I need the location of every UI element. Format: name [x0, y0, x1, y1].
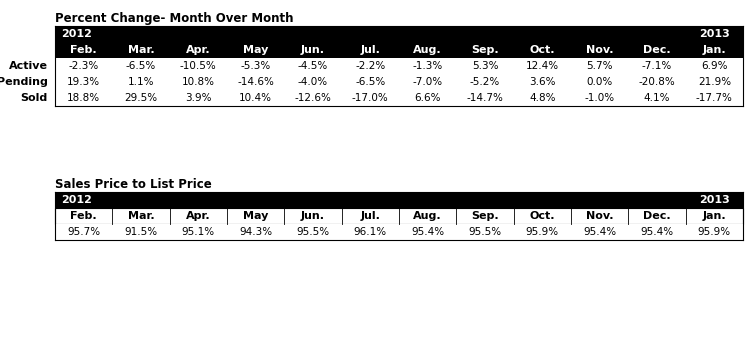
Text: 10.8%: 10.8%: [182, 77, 215, 87]
Text: 91.5%: 91.5%: [124, 227, 158, 237]
Text: -1.3%: -1.3%: [413, 61, 443, 71]
Bar: [55, 42, 743, 58]
Text: 5.3%: 5.3%: [472, 61, 498, 71]
Text: Jan.: Jan.: [702, 45, 726, 55]
Text: Dec.: Dec.: [643, 45, 671, 55]
Text: 6.9%: 6.9%: [701, 61, 728, 71]
Text: Sales Price to List Price: Sales Price to List Price: [55, 178, 212, 191]
Text: Aug.: Aug.: [414, 211, 442, 221]
Text: 94.3%: 94.3%: [239, 227, 272, 237]
Text: Jun.: Jun.: [301, 45, 325, 55]
Text: -6.5%: -6.5%: [126, 61, 156, 71]
Text: 95.7%: 95.7%: [67, 227, 100, 237]
Text: Feb.: Feb.: [70, 211, 97, 221]
Text: Oct.: Oct.: [530, 45, 555, 55]
Text: 12.4%: 12.4%: [526, 61, 559, 71]
Text: 6.6%: 6.6%: [414, 93, 441, 103]
Bar: [55, 224, 743, 240]
Text: Nov.: Nov.: [586, 45, 613, 55]
Text: -2.3%: -2.3%: [69, 61, 99, 71]
Text: -14.7%: -14.7%: [467, 93, 503, 103]
Text: 2013: 2013: [699, 195, 730, 205]
Bar: [55, 74, 743, 90]
Text: -4.0%: -4.0%: [298, 77, 328, 87]
Text: 4.1%: 4.1%: [644, 93, 670, 103]
Text: -2.2%: -2.2%: [355, 61, 385, 71]
Text: Oct.: Oct.: [530, 211, 555, 221]
Text: 21.9%: 21.9%: [698, 77, 731, 87]
Text: 0.0%: 0.0%: [586, 77, 613, 87]
Text: 29.5%: 29.5%: [124, 93, 158, 103]
Text: -5.2%: -5.2%: [470, 77, 500, 87]
Text: 5.7%: 5.7%: [586, 61, 613, 71]
Text: -20.8%: -20.8%: [639, 77, 675, 87]
Text: -12.6%: -12.6%: [295, 93, 331, 103]
Text: -4.5%: -4.5%: [298, 61, 328, 71]
Text: 18.8%: 18.8%: [67, 93, 100, 103]
Text: Jul.: Jul.: [361, 45, 380, 55]
Text: Percent Change- Month Over Month: Percent Change- Month Over Month: [55, 12, 293, 25]
Text: 4.8%: 4.8%: [529, 93, 556, 103]
Text: Jul.: Jul.: [361, 211, 380, 221]
Text: Feb.: Feb.: [70, 45, 97, 55]
Text: Mar.: Mar.: [128, 45, 154, 55]
Text: -17.0%: -17.0%: [352, 93, 389, 103]
Text: -7.1%: -7.1%: [642, 61, 672, 71]
Text: 95.4%: 95.4%: [583, 227, 616, 237]
Text: 95.4%: 95.4%: [411, 227, 444, 237]
Text: Jan.: Jan.: [702, 211, 726, 221]
Text: Pending: Pending: [0, 77, 48, 87]
Text: 96.1%: 96.1%: [354, 227, 387, 237]
Bar: [55, 26, 743, 42]
Text: -7.0%: -7.0%: [413, 77, 443, 87]
Text: Mar.: Mar.: [128, 211, 154, 221]
Bar: [55, 192, 743, 208]
Text: Nov.: Nov.: [586, 211, 613, 221]
Text: -14.6%: -14.6%: [237, 77, 274, 87]
Text: -10.5%: -10.5%: [180, 61, 217, 71]
Text: 2013: 2013: [699, 29, 730, 39]
Text: 2012: 2012: [61, 29, 92, 39]
Text: May: May: [243, 211, 269, 221]
Text: 95.5%: 95.5%: [468, 227, 502, 237]
Text: 2012: 2012: [61, 195, 92, 205]
Bar: [55, 208, 743, 224]
Text: 3.9%: 3.9%: [185, 93, 212, 103]
Bar: [55, 58, 743, 74]
Text: Sold: Sold: [21, 93, 48, 103]
Text: 10.4%: 10.4%: [239, 93, 272, 103]
Text: 95.4%: 95.4%: [640, 227, 673, 237]
Text: 95.9%: 95.9%: [526, 227, 559, 237]
Text: 1.1%: 1.1%: [128, 77, 154, 87]
Text: -6.5%: -6.5%: [355, 77, 385, 87]
Text: Dec.: Dec.: [643, 211, 671, 221]
Text: Jun.: Jun.: [301, 211, 325, 221]
Text: Sep.: Sep.: [471, 211, 499, 221]
Text: -17.7%: -17.7%: [696, 93, 733, 103]
Text: Apr.: Apr.: [186, 45, 211, 55]
Text: 95.5%: 95.5%: [296, 227, 330, 237]
Text: Aug.: Aug.: [414, 45, 442, 55]
Text: 19.3%: 19.3%: [67, 77, 100, 87]
Text: 95.9%: 95.9%: [698, 227, 731, 237]
Text: 95.1%: 95.1%: [182, 227, 215, 237]
Bar: [55, 90, 743, 106]
Text: Sep.: Sep.: [471, 45, 499, 55]
Text: -1.0%: -1.0%: [585, 93, 615, 103]
Text: Active: Active: [9, 61, 48, 71]
Text: May: May: [243, 45, 269, 55]
Text: Apr.: Apr.: [186, 211, 211, 221]
Text: 3.6%: 3.6%: [529, 77, 556, 87]
Text: -5.3%: -5.3%: [241, 61, 271, 71]
